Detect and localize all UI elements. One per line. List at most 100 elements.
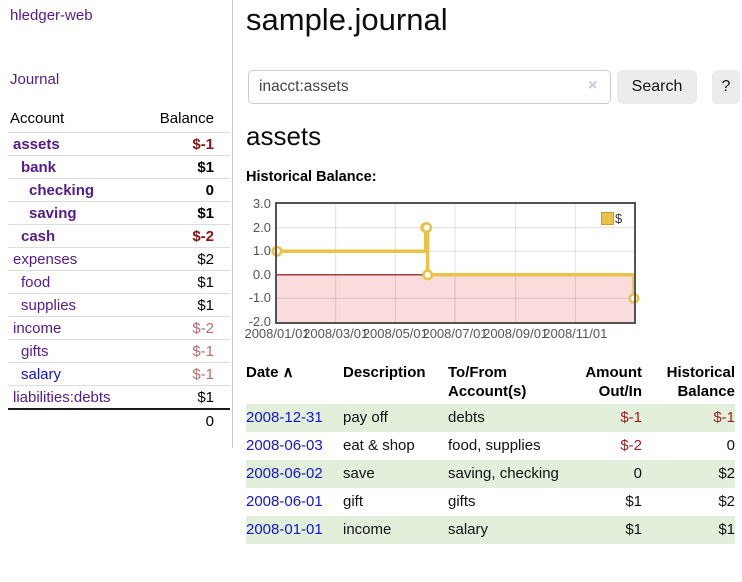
sidebar-account-link[interactable]: assets [13,135,60,153]
column-label: Description [343,364,426,381]
account-row: expenses $2 [8,247,230,270]
account-row: salary $-1 [8,362,230,385]
account-row: cash $-2 [8,224,230,247]
chart-plot [271,202,640,324]
transaction-description: pay off [343,409,388,426]
account-row: checking 0 [8,178,230,201]
app-brand-link[interactable]: hledger-web [10,7,93,24]
x-axis-tick: 2008/05/01 [362,326,428,341]
sidebar-account-link[interactable]: checking [29,181,95,199]
sidebar-account-link[interactable]: expenses [13,250,78,268]
accounts-column-header: Account [10,110,65,127]
account-balance: $1 [197,296,214,314]
register-column-header: Description [343,363,448,404]
column-label: Date [246,364,279,381]
register-column-header[interactable]: Date ∧ [246,363,343,404]
account-row: liabilities:debts $1 [8,385,230,408]
transaction-balance: $1 [718,521,735,538]
transaction-amount: $1 [625,493,642,510]
transaction-description: save [343,465,375,482]
account-heading: assets [246,121,322,151]
search-button[interactable]: Search [617,70,697,104]
account-balance: $1 [197,273,214,291]
account-row: income $-2 [8,316,230,339]
account-row: food $1 [8,270,230,293]
account-balance: $-1 [192,365,214,383]
y-axis-tick: 0.0 [252,266,271,282]
sidebar-item-journal[interactable]: Journal [10,71,60,88]
register-column-header: Historical Balance [642,363,735,404]
sort-ascending-icon: ∧ [278,364,294,381]
accounts-total: 0 [8,408,230,432]
account-balance: $2 [197,250,214,268]
transaction-description: gift [343,493,364,510]
help-button[interactable]: ? [712,70,740,104]
transaction-balance: $-1 [713,409,735,426]
y-axis-tick: -2.0 [248,314,271,329]
transaction-balance: $2 [718,465,735,482]
column-label: Amount Out/In [585,364,642,400]
transaction-balance: $2 [718,493,735,510]
sidebar: hledger-web Journal Account Balance asse… [0,0,233,448]
register-column-header: To/From Account(s) [448,363,560,404]
sidebar-account-link[interactable]: gifts [21,342,49,360]
sidebar-account-link[interactable]: bank [21,158,57,176]
account-row: gifts $-1 [8,339,230,362]
x-axis-tick: 2008/01/01 [244,326,310,341]
page-title: sample.journal [246,2,448,37]
x-axis-tick: 2008/03/01 [303,326,369,341]
y-axis-tick: -1.0 [248,290,271,306]
transaction-date-link[interactable]: 2008-01-01 [246,521,323,538]
transaction-balance: 0 [726,437,735,454]
account-balance: $-1 [192,342,214,360]
sidebar-account-link[interactable]: income [13,319,62,337]
legend-swatch [601,212,614,225]
clear-search-icon[interactable]: × [588,77,598,94]
balance-column-header: Balance [159,110,214,127]
transaction-amount: 0 [633,465,642,482]
legend-label: $ [615,211,623,226]
account-row: saving $1 [8,201,230,224]
sidebar-account-link[interactable]: liabilities:debts [13,388,111,406]
sidebar-account-link[interactable]: food [21,273,51,291]
transaction-accounts: gifts [448,493,476,510]
register-table: Date ∧ Description To/From Account(s) Amoun… [246,363,735,544]
transaction-date-link[interactable]: 2008-06-03 [246,437,323,454]
register-column-header: Amount Out/In [560,363,642,404]
y-axis-tick: 3.0 [252,196,271,211]
account-balance: $-2 [192,227,214,245]
x-axis-tick: 2008/07/01 [422,326,488,341]
chart-heading: Historical Balance: [246,169,377,185]
accounts-tree-header: Account Balance [8,102,230,132]
transaction-accounts: saving, checking [448,465,559,482]
register-row: 2008-06-01 gift gifts $1 $2 [246,488,735,516]
transaction-date-link[interactable]: 2008-06-01 [246,493,323,510]
transaction-accounts: food, supplies [448,437,541,454]
transaction-description: eat & shop [343,437,415,454]
account-balance: $1 [197,204,214,222]
sidebar-account-link[interactable]: salary [21,365,62,383]
register-row: 2008-06-02 save saving, checking 0 $2 [246,460,735,488]
chart-legend: $ [601,211,622,226]
transaction-amount: $1 [625,521,642,538]
search-input[interactable] [248,70,611,104]
sidebar-account-link[interactable]: supplies [21,296,77,314]
column-label: Historical Balance [666,364,735,400]
sidebar-account-link[interactable]: saving [29,204,77,222]
transaction-date-link[interactable]: 2008-06-02 [246,465,323,482]
account-balance: $1 [197,388,214,406]
account-row: bank $1 [8,155,230,178]
sidebar-account-link[interactable]: cash [21,227,56,245]
transaction-description: income [343,521,392,538]
account-balance: $-2 [192,319,214,337]
accounts-tree: Account Balance assets $-1 bank $1 checking 0… [8,102,230,432]
x-axis-tick: 2008/09/01 [483,326,549,341]
transaction-date-link[interactable]: 2008-12-31 [246,409,323,426]
transaction-accounts: debts [448,409,485,426]
register-row: 2008-06-03 eat & shop food, supplies $-2 0 [246,432,735,460]
account-row: assets $-1 [8,132,230,155]
account-balance: 0 [205,181,214,199]
x-axis-tick: 2008/11/01 [543,326,608,341]
account-row: supplies $1 [8,293,230,316]
account-balance: $-1 [192,135,214,153]
